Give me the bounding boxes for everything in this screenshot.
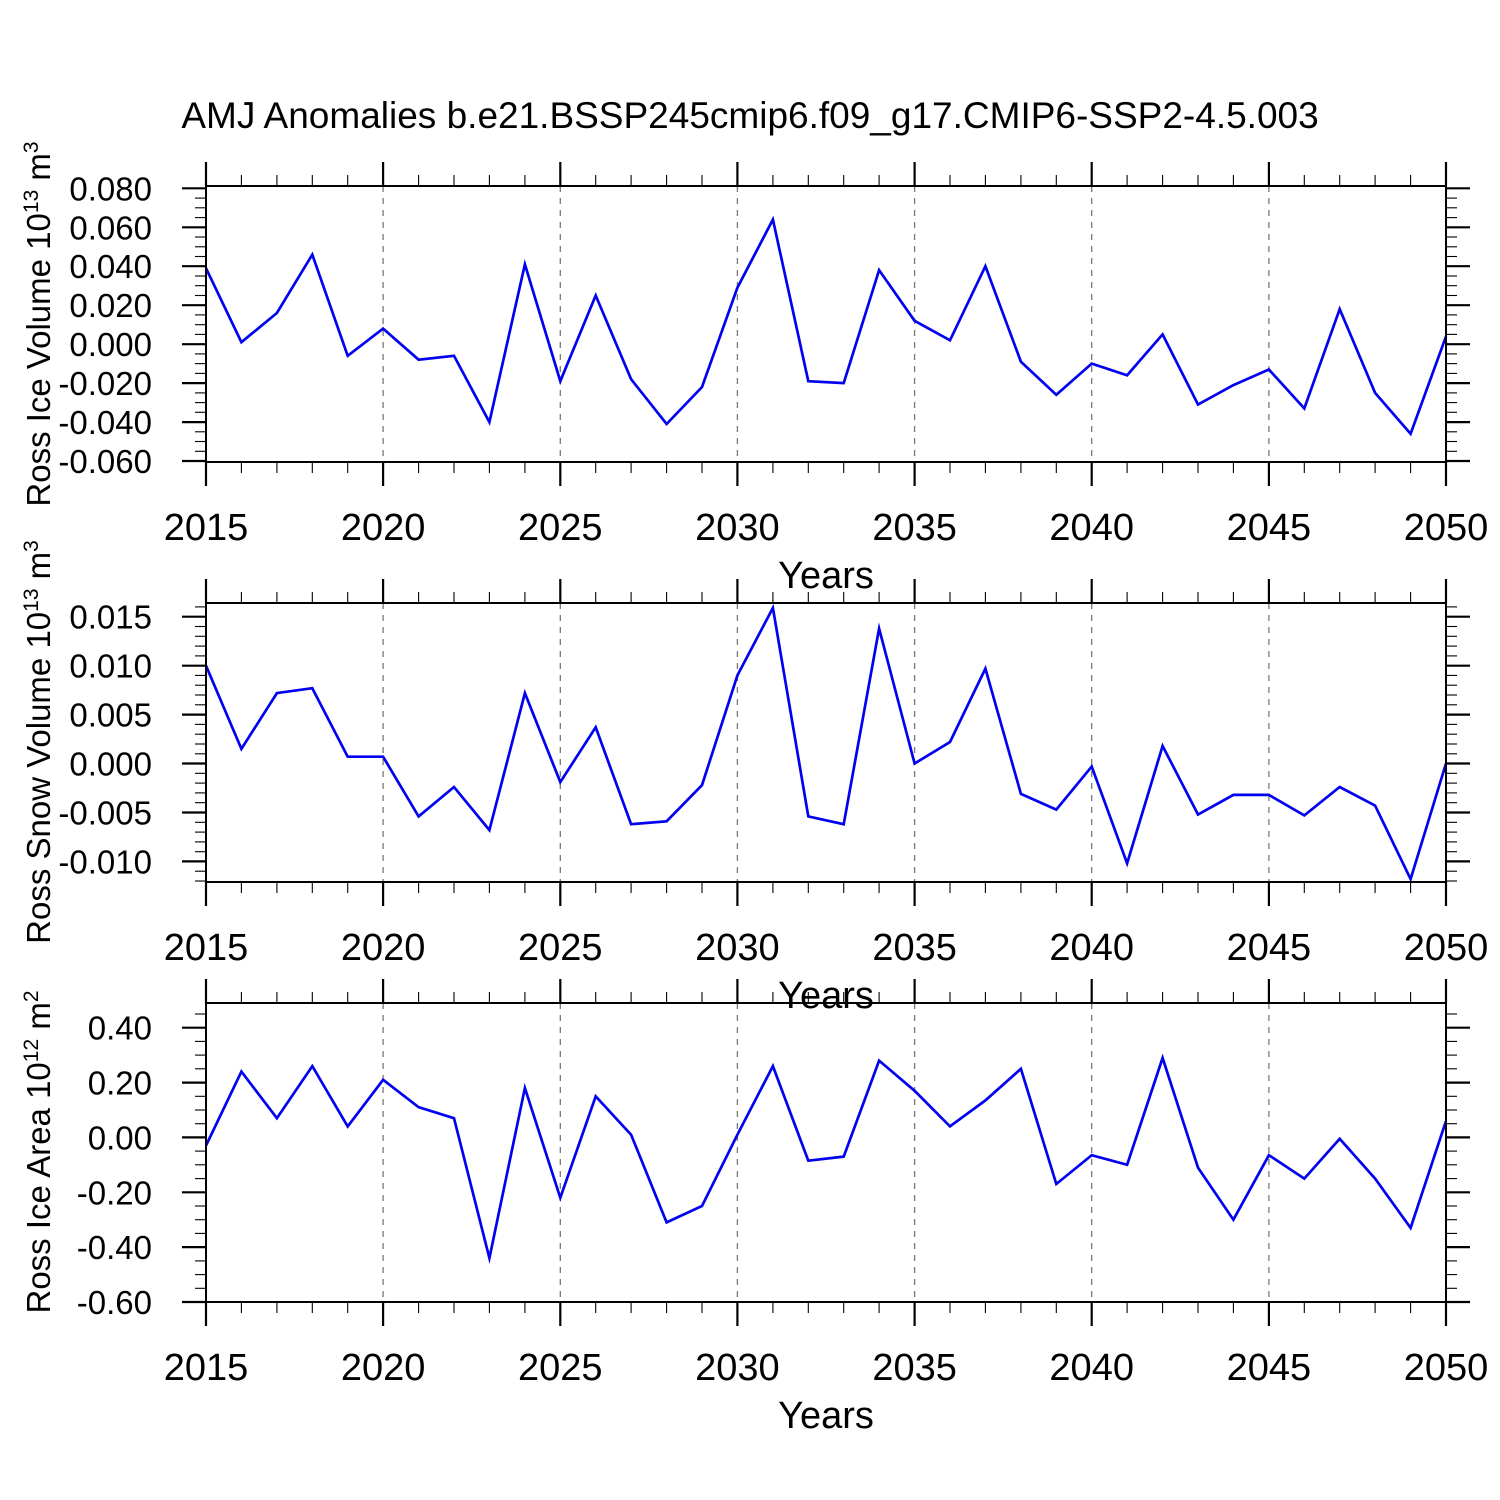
x-tick-label: 2015 xyxy=(164,1347,249,1389)
x-axis-title-panel-1: Years xyxy=(778,555,874,597)
y-tick-label: 0.015 xyxy=(69,599,152,636)
y-tick-label: 0.20 xyxy=(88,1065,152,1102)
y-tick-label: 0.000 xyxy=(69,746,152,783)
y-tick-label: -0.010 xyxy=(58,843,152,880)
x-tick-label: 2015 xyxy=(164,927,249,969)
x-tick-label: 2020 xyxy=(341,507,426,549)
chart-title: AMJ Anomalies b.e21.BSSP245cmip6.f09_g17… xyxy=(181,95,1319,136)
y-axis-title-unit: m xyxy=(20,551,57,589)
panel-ross-ice-area: 0.40 0.20 0.00 -0.20 -0.40 -0.60 2015 2020 2025 2… xyxy=(77,979,1488,1389)
y-tick-label: 0.000 xyxy=(69,326,152,363)
panel-ross-ice-volume: 0.0800.0600.0400.0200.000-0.020-0.040-0.… xyxy=(58,162,1488,549)
x-tick-label: 2030 xyxy=(695,507,780,549)
x-tick-label: 2020 xyxy=(341,1347,426,1389)
x-tick-label: 2030 xyxy=(695,927,780,969)
x-axis-title-panel-3: Years xyxy=(778,1395,874,1437)
plot-frame xyxy=(205,602,1447,883)
y-axis-title-text: Ross Ice Area 10 xyxy=(20,1062,57,1314)
x-tick-label: 2020 xyxy=(341,927,426,969)
x-tick-label: 2030 xyxy=(695,1347,780,1389)
x-tick-label: 2045 xyxy=(1227,507,1312,549)
x-axis-title-panel-2: Years xyxy=(778,975,874,1017)
y-axis-title-ice-volume: Ross Ice Volume 1013 m3 xyxy=(20,141,57,507)
y-axis-title-unit: m xyxy=(20,1002,57,1039)
y-axis-title-text: Ross Snow Volume 10 xyxy=(20,611,57,944)
series-line xyxy=(204,603,1448,883)
x-tick-label: 2025 xyxy=(518,1347,603,1389)
x-tick-label: 2035 xyxy=(872,927,957,969)
y-tick-label: 0.040 xyxy=(69,248,152,285)
plot-frame xyxy=(205,1002,1447,1303)
x-tick-label: 2015 xyxy=(164,507,249,549)
y-axis-title-unit-exponent: 3 xyxy=(20,141,43,154)
y-tick-label: 0.00 xyxy=(88,1119,152,1156)
y-tick-label: 0.060 xyxy=(69,209,152,246)
y-tick-label: -0.040 xyxy=(58,404,152,441)
x-tick-label: 2045 xyxy=(1227,927,1312,969)
x-tick-label: 2040 xyxy=(1049,927,1134,969)
y-tick-label: 0.020 xyxy=(69,287,152,324)
x-tick-label: 2050 xyxy=(1404,507,1489,549)
y-tick-label: -0.005 xyxy=(58,795,152,832)
y-axis-title-unit-exponent: 3 xyxy=(20,540,43,552)
y-axis-title-ice-area: Ross Ice Area 1012 m2 xyxy=(20,990,57,1314)
series-line xyxy=(204,1053,1448,1265)
x-tick-label: 2025 xyxy=(518,927,603,969)
y-axis-title-unit: m xyxy=(20,153,57,190)
y-tick-label: -0.60 xyxy=(77,1284,152,1321)
x-tick-label: 2040 xyxy=(1049,507,1134,549)
x-tick-label: 2040 xyxy=(1049,1347,1134,1389)
y-axis-title-text: Ross Ice Volume 10 xyxy=(20,213,57,507)
x-tick-label: 2035 xyxy=(872,1347,957,1389)
panel-ross-snow-volume: 0.015 0.010 0.005 0.000 -0.005 -0.010 2015 2020… xyxy=(58,579,1488,969)
y-tick-label: 0.40 xyxy=(88,1010,152,1047)
y-tick-label: -0.40 xyxy=(77,1229,152,1266)
y-tick-label: 0.080 xyxy=(69,170,152,207)
y-axis-title-exponent: 13 xyxy=(20,189,43,214)
y-axis-title-unit-exponent: 2 xyxy=(20,990,43,1003)
x-tick-label: 2025 xyxy=(518,507,603,549)
x-tick-label: 2045 xyxy=(1227,1347,1312,1389)
y-axis-title-exponent: 13 xyxy=(20,588,43,612)
y-tick-label: -0.020 xyxy=(58,365,152,402)
series-line xyxy=(204,215,1448,437)
y-tick-label: -0.20 xyxy=(77,1174,152,1211)
x-tick-label: 2050 xyxy=(1404,927,1489,969)
y-tick-label: -0.060 xyxy=(58,443,152,480)
y-axis-title-exponent: 12 xyxy=(20,1038,43,1063)
x-tick-label: 2035 xyxy=(872,507,957,549)
y-tick-label: 0.010 xyxy=(69,648,152,685)
x-tick-label: 2050 xyxy=(1404,1347,1489,1389)
plot-frame xyxy=(205,185,1447,463)
y-tick-label: 0.005 xyxy=(69,697,152,734)
y-axis-title-snow-volume: Ross Snow Volume 1013 m3 xyxy=(20,540,57,944)
